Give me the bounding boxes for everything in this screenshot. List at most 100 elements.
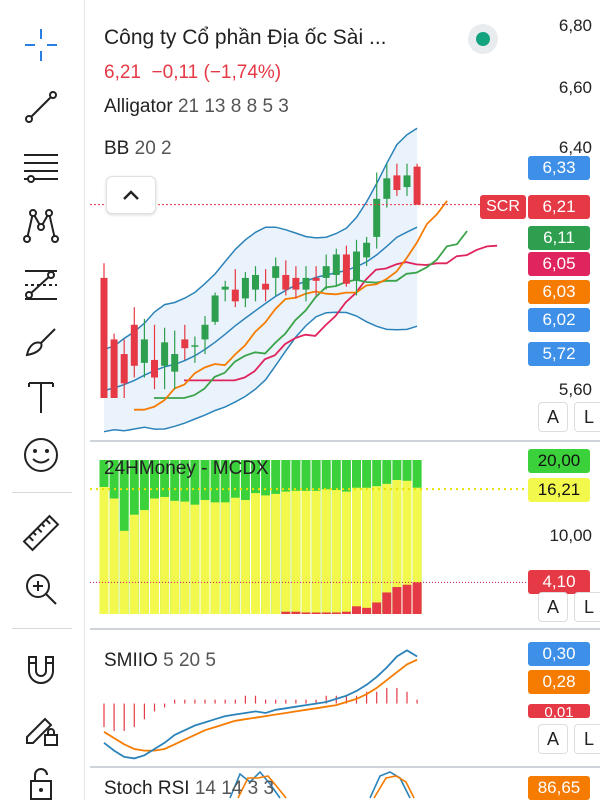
smiio-legend[interactable]: SMIIO 5 20 5 <box>104 650 216 672</box>
stochrsi-pane[interactable]: Stoch RSI 14 14 3 3 86,65 <box>90 768 600 800</box>
candle-body <box>201 324 209 340</box>
pencil-lock-icon[interactable] <box>18 704 64 750</box>
smiio-pane[interactable]: SMIIO 5 20 5 0,30 0,28 0,01 A L <box>90 630 600 766</box>
bb-upper-line <box>103 127 418 351</box>
mcdx-yellow-bar <box>372 486 382 614</box>
mcdx-yellow-bar <box>392 480 402 614</box>
mcdx-red-bar <box>281 611 291 614</box>
log-scale-button[interactable]: L <box>574 724 600 754</box>
mcdx-yellow-bar <box>352 487 361 614</box>
mcdx-red-bar <box>392 587 402 614</box>
candle-body <box>171 354 179 372</box>
brush-icon[interactable] <box>18 318 64 364</box>
pattern-icon[interactable] <box>18 202 64 248</box>
stochrsi-params: 14 14 3 3 <box>194 778 275 799</box>
alligator-legend[interactable]: Alligator 21 13 8 8 5 3 <box>104 96 289 118</box>
candle-body <box>140 339 148 363</box>
candle-body <box>322 266 330 278</box>
mcdx-red-bar <box>341 611 351 614</box>
smiio-hist-badge: 0,01 <box>528 704 590 718</box>
candle-body <box>403 175 411 188</box>
magnet-icon[interactable] <box>18 646 64 692</box>
bb-upper-badge: 6,33 <box>528 156 590 180</box>
mcdx-yellow-bar <box>119 530 129 614</box>
pane-divider[interactable] <box>90 766 600 768</box>
collapse-legend-button[interactable] <box>106 176 156 214</box>
auto-scale-button[interactable]: A <box>538 402 568 432</box>
mcdx-red-bar <box>321 612 331 614</box>
mcdx-yellow-bar <box>412 487 422 614</box>
mcdx-yellow-bar <box>150 498 159 614</box>
text-icon[interactable] <box>18 374 64 420</box>
mcdx-red-bar <box>352 606 361 614</box>
smiio-badge: 0,30 <box>528 642 590 666</box>
fib-lines-icon[interactable] <box>18 144 64 190</box>
candle-body <box>373 198 381 237</box>
status-dot-button[interactable] <box>468 24 498 54</box>
smiio-signal-badge: 0,28 <box>528 670 590 694</box>
candle-body <box>151 359 158 378</box>
live-status-indicator <box>476 32 490 46</box>
mcdx-yellow-bar <box>331 490 341 614</box>
measure-projection-icon[interactable] <box>18 262 64 308</box>
mcdx-red-badge: 4,10 <box>528 570 590 594</box>
candle-body <box>262 283 270 290</box>
candle-body <box>110 339 118 398</box>
ruler-icon[interactable] <box>18 510 64 556</box>
price-tick: 6,80 <box>558 16 592 35</box>
mcdx-yellow-bar <box>311 490 321 614</box>
smiio-params: 5 20 5 <box>163 650 216 671</box>
stochrsi-k-line <box>369 771 411 799</box>
mcdx-tick: 10,00 <box>549 526 592 545</box>
pane-divider[interactable] <box>90 628 600 630</box>
stochrsi-k-line <box>229 770 281 799</box>
trend-line-icon[interactable] <box>18 84 64 130</box>
bb-legend[interactable]: BB 20 2 <box>104 138 172 160</box>
alligator-params: 21 13 8 8 5 3 <box>177 96 289 117</box>
mcdx-red-bar <box>412 582 422 614</box>
emoji-icon[interactable] <box>18 432 64 478</box>
mcdx-pane[interactable]: 24HMoney - MCDX 20,00 16,21 10,00 4,10 A… <box>90 442 600 628</box>
lock-icon[interactable] <box>18 760 64 806</box>
auto-scale-button[interactable]: A <box>538 724 568 754</box>
auto-scale-button[interactable]: A <box>538 592 568 622</box>
alligator-jaw-line <box>184 244 498 382</box>
mcdx-yellow-bar <box>341 491 351 614</box>
price-tick: 6,40 <box>558 138 592 157</box>
stochrsi-name: Stoch RSI <box>104 778 190 799</box>
mcdx-yellow-bar <box>190 504 200 614</box>
bb-params: 20 2 <box>134 138 172 159</box>
log-scale-button[interactable]: L <box>574 592 600 622</box>
stochrsi-chart[interactable] <box>90 768 600 800</box>
candle-body <box>393 175 401 191</box>
smiio-chart[interactable] <box>90 630 600 766</box>
mcdx-yellow-bar <box>291 490 301 614</box>
mcdx-yellow-bar <box>170 500 180 614</box>
candle-body <box>181 339 189 349</box>
candle-body <box>241 277 249 299</box>
zoom-in-icon[interactable] <box>18 566 64 612</box>
stochrsi-badge: 86,65 <box>528 776 590 800</box>
mcdx-yellow-bar <box>210 502 220 614</box>
price-chart[interactable] <box>90 0 600 440</box>
price-change-line: 6,21 −0,11 (−1,74%) <box>104 62 281 84</box>
log-scale-button[interactable]: L <box>574 402 600 432</box>
candle-body <box>191 345 199 347</box>
stochrsi-d-line <box>237 775 287 799</box>
mcdx-chart[interactable] <box>90 442 600 628</box>
mcdx-red-bar <box>301 612 311 614</box>
mcdx-legend[interactable]: 24HMoney - MCDX <box>104 458 269 479</box>
chart-area[interactable]: Công ty Cổ phần Địa ốc Sài ... 6,21 −0,1… <box>90 0 600 800</box>
mcdx-yellow-bar <box>200 500 210 614</box>
price-pane[interactable]: Công ty Cổ phần Địa ốc Sài ... 6,21 −0,1… <box>90 0 600 440</box>
mcdx-yellow-bar <box>109 498 119 614</box>
pane-divider[interactable] <box>90 440 600 442</box>
candle-body <box>130 324 138 366</box>
crosshair-icon[interactable] <box>18 22 64 68</box>
mcdx-yellow-bar <box>301 490 311 614</box>
mcdx-red-bar <box>331 612 341 614</box>
mcdx-red-bar <box>362 607 372 614</box>
stochrsi-legend[interactable]: Stoch RSI 14 14 3 3 <box>104 778 274 800</box>
mcdx-yellow-bar <box>160 496 170 614</box>
mcdx-red-bar <box>291 611 301 614</box>
